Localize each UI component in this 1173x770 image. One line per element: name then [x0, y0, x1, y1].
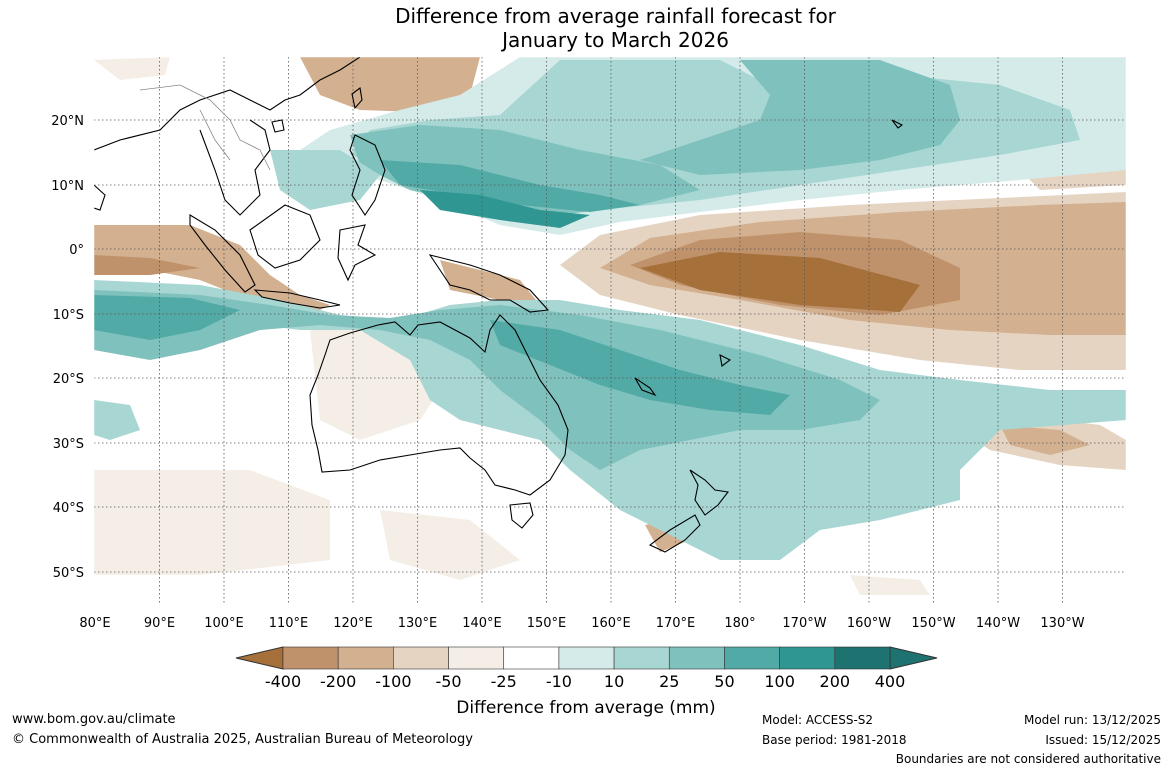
colorbar-extend-low: [235, 646, 284, 670]
lon-label: 120°E: [333, 616, 373, 631]
borneo-coast: [249, 204, 321, 269]
lon-label: 110°E: [269, 616, 309, 631]
hawaii-coast: [891, 119, 904, 129]
lat-label: 10°S: [53, 308, 84, 323]
colorbar-tick-label: -25: [491, 672, 517, 691]
colorbar-cell: [282, 646, 339, 670]
new-zealand-north-coast: [689, 469, 730, 516]
colorbar-cell: [668, 646, 725, 670]
colorbar-cell: [558, 646, 615, 670]
lon-label: 150°W: [911, 616, 955, 631]
country-borders: [139, 84, 271, 171]
base-period-text: Base period: 1981-2018: [762, 733, 907, 747]
colorbar: -400 -200 -100 -50 -25 -10 10 25 50 100 200 400 Dif…: [235, 646, 938, 718]
drier-regions: [94, 57, 1126, 595]
new-guinea-coast: [428, 254, 550, 313]
india-coast: [94, 184, 106, 211]
lon-label: 160°W: [847, 616, 891, 631]
lat-axis-labels: 20°N 10°N 0° 10°S 20°S 30°S 40°S 50°S: [51, 114, 84, 581]
wetter-regions: [94, 57, 1126, 560]
colorbar-tick-label: 10: [604, 672, 624, 691]
colorbar-tick-label: -400: [265, 672, 301, 691]
lat-label: 50°S: [53, 566, 84, 581]
lon-label: 130°E: [398, 616, 438, 631]
new-zealand-south-coast: [648, 514, 701, 553]
colorbar-tick-label: 50: [714, 672, 734, 691]
colorbar-cell: [337, 646, 394, 670]
colorbar-cell: [503, 646, 560, 670]
graticule: [94, 57, 1126, 605]
colorbar-tick-label: 400: [875, 672, 906, 691]
lat-label: 0°: [69, 243, 84, 258]
taiwan-coast: [351, 87, 363, 110]
issued-text: Issued: 15/12/2025: [1045, 733, 1161, 747]
australia-coast: [309, 314, 569, 496]
lon-label: 90°E: [144, 616, 175, 631]
colorbar-cell: [834, 646, 891, 670]
colorbar-tick-label: -10: [546, 672, 572, 691]
lon-label: 130°W: [1040, 616, 1084, 631]
colorbar-title: Difference from average (mm): [456, 698, 715, 718]
lon-label: 100°E: [204, 616, 244, 631]
colorbar-tick-label: 100: [764, 672, 795, 691]
lon-label: 170°W: [782, 616, 826, 631]
lon-label: 80°E: [79, 616, 110, 631]
java-coast: [253, 289, 341, 309]
coastlines: [94, 57, 904, 553]
lat-label: 20°S: [53, 372, 84, 387]
colorbar-tick-label: -50: [435, 672, 461, 691]
map-area: [94, 57, 1126, 605]
colorbar-tick-label: -200: [320, 672, 356, 691]
lat-label: 30°S: [53, 437, 84, 452]
fiji-coast: [719, 354, 732, 367]
colorbar-cell: [724, 646, 780, 670]
model-run-text: Model run: 13/12/2025: [1023, 713, 1161, 727]
colorbar-tick-label: 25: [659, 672, 679, 691]
colorbar-cell: [393, 646, 449, 670]
lat-label: 40°S: [53, 501, 84, 516]
colorbar-tick-label: -100: [375, 672, 411, 691]
model-text: Model: ACCESS-S2: [762, 713, 874, 727]
website-text: www.bom.gov.au/climate: [12, 712, 176, 727]
tasmania-coast: [509, 502, 534, 529]
sulawesi-coast: [337, 224, 377, 282]
colorbar-cell: [779, 646, 836, 670]
lon-label: 140°W: [976, 616, 1020, 631]
lon-label: 140°E: [462, 616, 502, 631]
lon-label: 150°E: [527, 616, 567, 631]
asia-mainland-coast: [94, 57, 361, 216]
title-line-1: Difference from average rainfall forecas…: [395, 4, 836, 28]
lon-label: 160°E: [591, 616, 631, 631]
lat-label: 10°N: [51, 179, 84, 194]
philippines-coast: [349, 134, 386, 217]
title-line-2: January to March 2026: [502, 28, 729, 52]
copyright-text: © Commonwealth of Australia 2025, Austra…: [12, 732, 473, 747]
colorbar-cell: [613, 646, 670, 670]
lon-axis-labels: 80°E 90°E 100°E 110°E 120°E 130°E 140°E …: [79, 616, 1084, 631]
colorbar-tick-label: 200: [820, 672, 851, 691]
map-frame: [93, 56, 1127, 606]
lat-label: 20°N: [51, 114, 84, 129]
disclaimer-text: Boundaries are not considered authoritat…: [895, 752, 1161, 766]
colorbar-extend-high: [889, 646, 938, 670]
sumatra-coast: [189, 214, 256, 293]
hainan-coast: [271, 119, 285, 133]
lon-label: 170°E: [656, 616, 696, 631]
lon-label: 180°: [724, 616, 755, 631]
colorbar-cell: [448, 646, 505, 670]
new-caledonia-coast: [634, 377, 657, 397]
